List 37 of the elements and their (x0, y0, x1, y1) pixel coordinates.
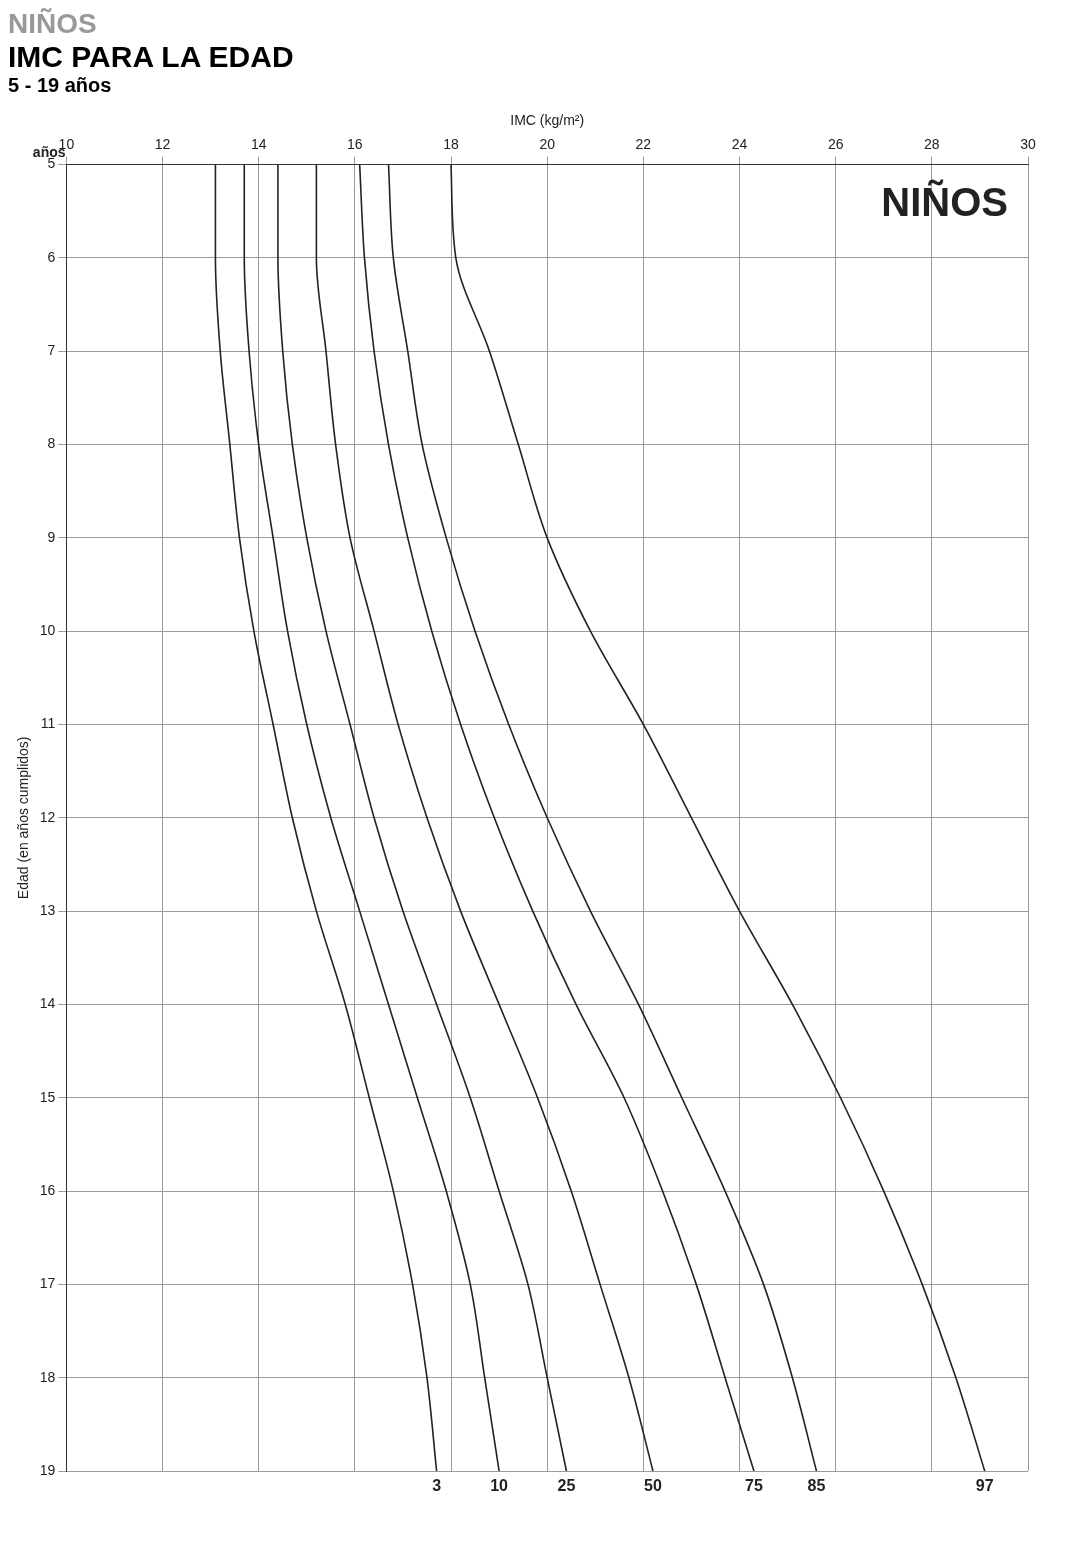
y-tick-label: 19 (39, 1461, 56, 1478)
y-tick-label: 17 (39, 1275, 56, 1292)
series-label: 3 (432, 1477, 442, 1495)
x-tick-label: 18 (443, 136, 460, 153)
y-tick-label: 11 (40, 715, 56, 732)
y-tick-label: 6 (47, 248, 56, 265)
y-tick-label: 15 (39, 1088, 56, 1105)
series-label: 85 (807, 1477, 826, 1495)
y-tick-label: 8 (47, 435, 56, 452)
series-label: 25 (557, 1477, 576, 1495)
chart-subtitle: 5 - 19 años (8, 74, 113, 97)
chart-title: IMC PARA LA EDAD (8, 40, 295, 74)
series-label: 97 (975, 1477, 994, 1495)
series-label: 10 (490, 1477, 509, 1495)
x-axis-title: IMC (kg/m²) (510, 112, 585, 129)
y-tick-label: 13 (39, 901, 56, 918)
y-tick-label: 10 (39, 622, 56, 639)
annotation: NIÑOS (881, 178, 1008, 224)
x-tick-label: 22 (635, 136, 652, 153)
y-axis-title: Edad (en años cumplidos) (15, 736, 32, 900)
series-label: 50 (644, 1477, 662, 1495)
y-tick-label: 7 (47, 342, 56, 359)
x-tick-label: 20 (539, 136, 556, 153)
y-tick-label: 12 (39, 808, 56, 825)
x-tick-label: 12 (154, 136, 171, 153)
y-tick-label: 9 (47, 528, 56, 545)
x-tick-label: 16 (347, 136, 363, 153)
x-tick-label: 28 (924, 136, 940, 153)
x-tick-label: 24 (731, 136, 748, 153)
x-tick-label: 30 (1020, 136, 1036, 153)
x-tick-label: 14 (250, 136, 267, 153)
y-tick-label: 18 (39, 1368, 56, 1385)
x-tick-label: 26 (827, 136, 844, 153)
y-tick-label: 16 (39, 1181, 56, 1198)
y-tick-label: 14 (39, 995, 56, 1012)
text: NIÑOS (8, 8, 98, 40)
series-label: 75 (745, 1477, 763, 1495)
